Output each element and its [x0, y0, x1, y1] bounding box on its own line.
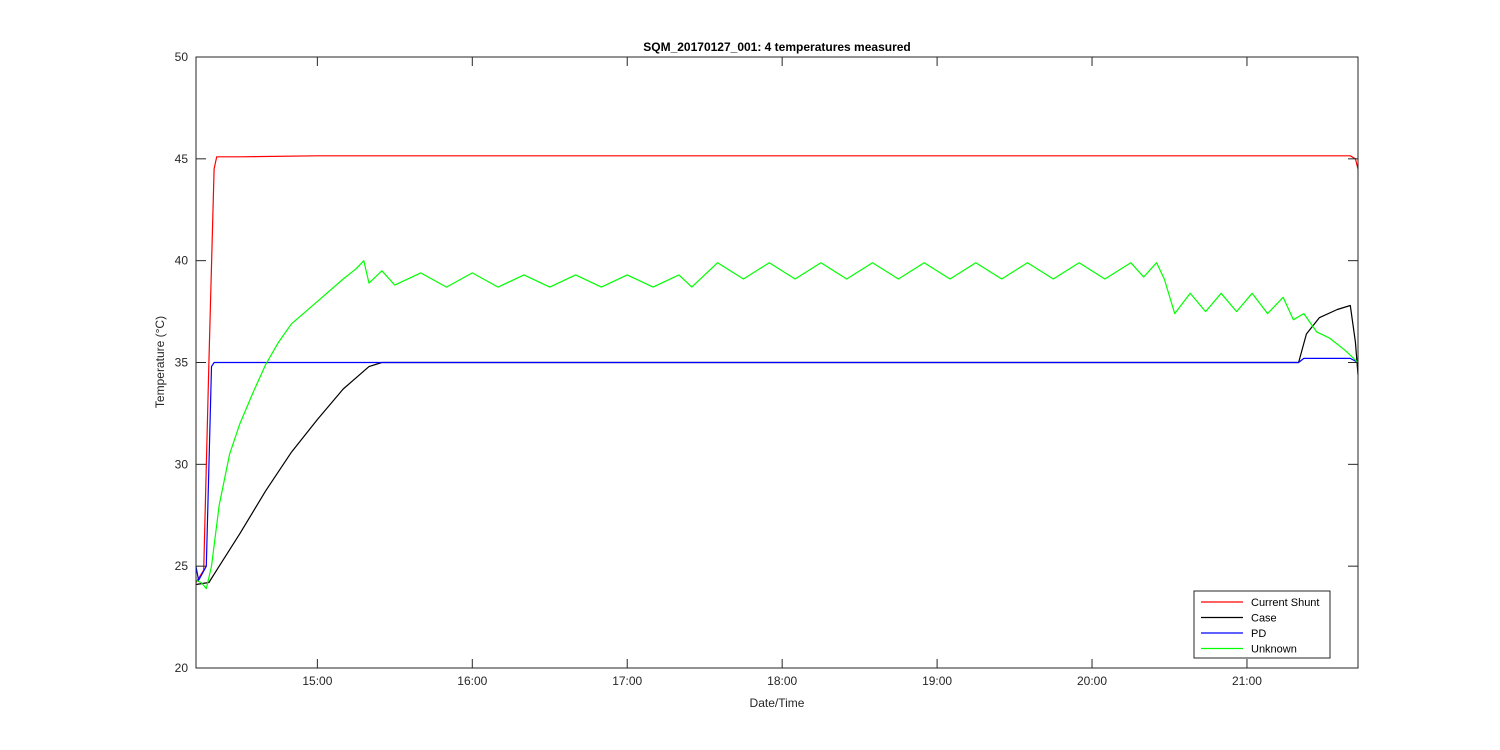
x-tick-label: 15:00	[302, 674, 332, 688]
y-tick-label: 30	[175, 457, 189, 471]
y-tick-label: 40	[175, 254, 189, 268]
series-layer	[195, 155, 1359, 590]
x-axis-label: Date/Time	[750, 696, 805, 710]
chart-title: SQM_20170127_001: 4 temperatures measure…	[643, 40, 911, 54]
x-tick-label: 21:00	[1232, 674, 1262, 688]
legend-entry-label: Unknown	[1251, 644, 1297, 656]
ticks-layer: 15:00 16:00 17:00 18:00 19:00 20:00 21:00 20 25 3…	[175, 50, 1358, 688]
y-axis-label: Temperature (°C)	[153, 316, 167, 408]
x-tick-label: 20:00	[1077, 674, 1107, 688]
legend: Current Shunt Case PD Unknown	[1193, 590, 1331, 659]
x-tick-label: 17:00	[612, 674, 642, 688]
legend-entry-label: Case	[1251, 613, 1277, 625]
series-line-pd	[195, 357, 1359, 581]
x-tick-label: 19:00	[922, 674, 952, 688]
y-tick-label: 45	[175, 152, 189, 166]
y-tick-label: 50	[175, 50, 189, 64]
x-tick-label: 16:00	[457, 674, 487, 688]
series-line-current-shunt	[195, 155, 1359, 583]
y-tick-label: 35	[175, 356, 189, 370]
series-line-unknown	[195, 260, 1359, 590]
x-tick-label: 18:00	[767, 674, 797, 688]
legend-entry-label: Current Shunt	[1251, 597, 1319, 609]
legend-entry-label: PD	[1251, 628, 1266, 640]
y-tick-label: 25	[175, 559, 189, 573]
y-tick-label: 20	[175, 661, 189, 675]
